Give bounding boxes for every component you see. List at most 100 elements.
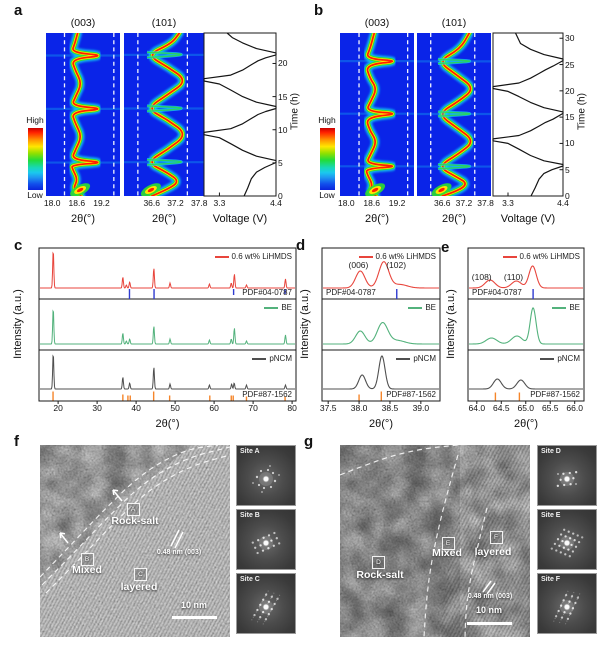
legend-label: pNCM xyxy=(557,354,580,363)
site-box-E: E xyxy=(441,536,455,550)
tem-image-f xyxy=(40,445,230,637)
x-tick-label: 65.5 xyxy=(541,403,559,413)
phase-boundary-dashed-line xyxy=(40,445,219,578)
legend-item: 0.6 wt% LiHMDS xyxy=(358,252,436,261)
dspacing-mark xyxy=(482,580,492,593)
region-label-rock-salt-f: Rock-salt xyxy=(111,515,159,527)
boundary-arrow xyxy=(59,532,69,544)
panel-g-letter: g xyxy=(304,433,314,450)
colorbar-high-label-b: High xyxy=(318,115,336,125)
time-tick-label: 30 xyxy=(565,33,575,44)
peak-annotation: (110) xyxy=(503,272,524,282)
region-label-layered-g: layered xyxy=(474,546,512,558)
colorbar-high-label-a: High xyxy=(26,115,44,125)
tem-image-g xyxy=(340,445,530,637)
pdf-reference-label: PDF#04-0787 xyxy=(242,288,292,297)
scalebar-label-f: 10 nm xyxy=(180,600,207,610)
pdf-reference-label: PDF#87-1562 xyxy=(386,390,436,399)
legend-line xyxy=(264,306,279,309)
voltage-tick-label: 3.3 xyxy=(213,198,226,208)
x-tick-label: 19.2 xyxy=(388,198,406,208)
xaxis-title-2theta-b003: 2θ(°) xyxy=(365,213,389,225)
legend-item: BE xyxy=(408,303,436,312)
legend-line xyxy=(252,357,267,360)
xaxis-title-voltage-b: Voltage (V) xyxy=(500,213,556,225)
x-tick-label: 37.2 xyxy=(167,198,184,208)
map-title-101-a: (101) xyxy=(151,17,177,29)
x-tick-label: 64.5 xyxy=(493,403,510,413)
colorbar-low-label-b: Low xyxy=(319,190,335,200)
x-tick-label: 65.0 xyxy=(517,403,535,413)
xrd-trace-e-0 xyxy=(469,265,583,289)
bottom-blob-a003 xyxy=(70,183,91,196)
boundary-arrow xyxy=(112,489,123,502)
x-tick-label: 60 xyxy=(209,403,219,413)
legend-item: pNCM xyxy=(540,354,580,363)
legend-label: BE xyxy=(281,303,292,312)
heatmap-a003 xyxy=(46,33,120,196)
voltage-curve-avolt xyxy=(203,32,277,197)
xrd-trace-c-2 xyxy=(40,354,295,390)
scalebar-f xyxy=(172,616,217,619)
fft-dots xyxy=(251,531,281,555)
tem-texture-temF xyxy=(40,445,230,637)
time-tick-label: 5 xyxy=(278,157,283,168)
xrd-trace-c-1 xyxy=(40,309,295,345)
time-tick-label: 10 xyxy=(278,124,288,135)
scalebar-g xyxy=(467,622,512,625)
x-tick-label: 37.5 xyxy=(319,403,337,413)
yaxis-title-intensity-e: Intensity (a.u.) xyxy=(444,289,457,359)
legend-line xyxy=(552,306,567,309)
legend-line xyxy=(540,357,555,360)
x-tick-label: 19.2 xyxy=(93,198,110,208)
fft-dots xyxy=(251,589,281,625)
x-tick-label: 30 xyxy=(92,403,102,413)
voltage-tick-label: 4.4 xyxy=(557,198,569,208)
dspacing-label-f: 0.48 nm (003) xyxy=(156,549,202,556)
heatmap-b101 xyxy=(417,33,491,196)
panel-a-letter: a xyxy=(14,2,23,19)
legend-label: BE xyxy=(425,303,436,312)
legend-line xyxy=(214,255,229,258)
pdf-reference-label: PDF#87-1562 xyxy=(242,390,292,399)
panel-e-letter: e xyxy=(441,239,450,256)
site-box-B: B xyxy=(80,552,94,566)
xaxis-title-2theta-b101: 2θ(°) xyxy=(442,213,466,225)
phase-boundary-dashed-line xyxy=(45,454,230,594)
legend-label: 0.6 wt% LiHMDS xyxy=(519,252,580,261)
fft-inset: Site A xyxy=(236,445,296,506)
ridge-b003 xyxy=(365,33,394,196)
peak-annotation: (102) xyxy=(386,260,407,270)
xrd-trace-d-1 xyxy=(323,321,439,345)
xrd-box-c-1 xyxy=(38,298,297,351)
panel-c-letter: c xyxy=(14,237,23,254)
dark-mottle xyxy=(340,445,530,637)
time-tick-label: 15 xyxy=(278,91,288,102)
voltage-frame-bvolt xyxy=(492,32,564,197)
xaxis-title-2theta-c: 2θ(°) xyxy=(155,418,180,430)
xrd-box-d-2 xyxy=(321,349,441,402)
x-tick-label: 37.8 xyxy=(477,198,494,208)
x-tick-label: 70 xyxy=(248,403,258,413)
site-box-C: C xyxy=(134,568,147,581)
voltage-tick-label: 3.3 xyxy=(502,198,514,208)
xrd-box-c-2 xyxy=(38,349,297,402)
legend-line xyxy=(396,357,411,360)
legend-item: BE xyxy=(264,303,292,312)
pdf-reference-label: PDF#87-1562 xyxy=(530,390,580,399)
xrd-trace-d-0 xyxy=(323,261,439,289)
x-tick-label: 36.6 xyxy=(433,198,451,208)
fft-dots xyxy=(553,589,581,625)
legend-line xyxy=(502,255,517,258)
fft-inset-label: Site A xyxy=(240,448,260,455)
fft-inset: Site B xyxy=(236,509,296,570)
legend-line xyxy=(358,255,373,258)
ridge-a003 xyxy=(71,33,99,196)
x-tick-label: 20 xyxy=(53,403,63,413)
legend-line xyxy=(408,306,423,309)
ridge-b101 xyxy=(441,33,472,196)
yaxis-title-intensity-d: Intensity (a.u.) xyxy=(298,289,311,359)
bottom-blob-b003 xyxy=(365,183,386,196)
